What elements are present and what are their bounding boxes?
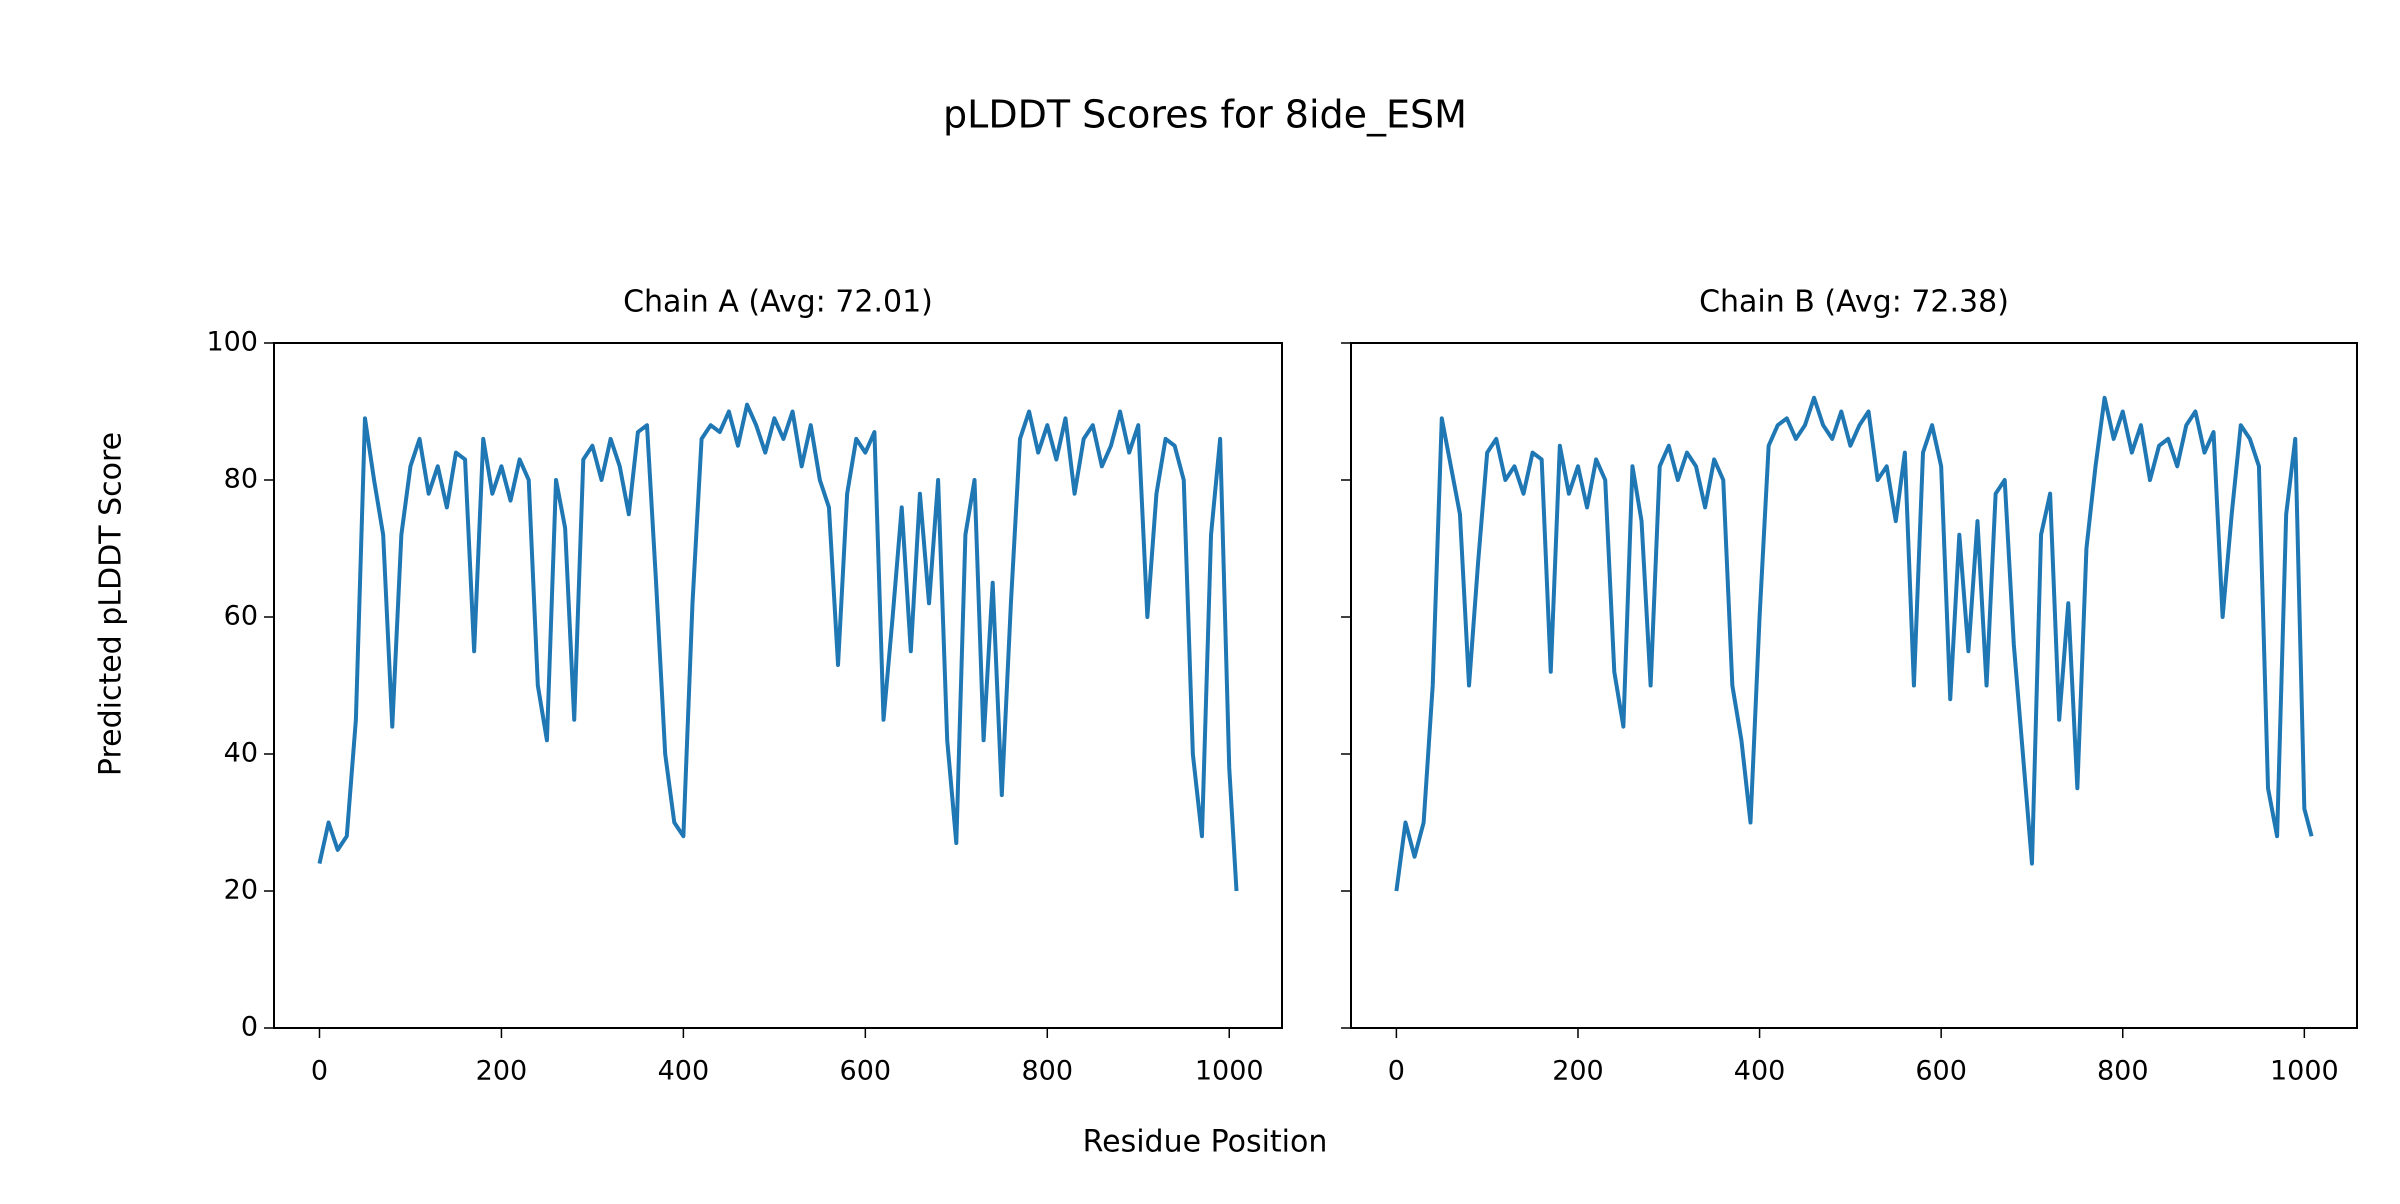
subplot-title: Chain B (Avg: 72.38) [1699,285,2009,320]
y-tick-label: 20 [224,875,258,906]
subplot-title: Chain A (Avg: 72.01) [623,285,933,320]
x-tick-label: 1000 [1195,1056,1264,1087]
x-tick-label: 200 [1552,1056,1604,1087]
y-axis-label: Predicted pLDDT Score [94,432,129,776]
x-tick-label: 200 [476,1056,528,1087]
y-tick-label: 80 [224,464,258,495]
x-tick-label: 600 [1915,1056,1967,1087]
figure-title: pLDDT Scores for 8ide_ESM [943,93,1467,137]
y-tick-label: 60 [224,601,258,632]
y-tick-label: 40 [224,738,258,769]
x-axis-label: Residue Position [1083,1125,1328,1160]
x-tick-label: 1000 [2270,1056,2339,1087]
x-tick-label: 400 [658,1056,710,1087]
axes-frame [273,342,1283,1029]
x-tick-label: 800 [2097,1056,2149,1087]
axes-frame [1350,342,2358,1029]
x-tick-label: 400 [1734,1056,1786,1087]
x-tick-label: 0 [311,1056,328,1087]
y-tick-label: 0 [241,1012,258,1043]
x-tick-label: 600 [840,1056,892,1087]
data-line [1394,395,2314,892]
data-line [317,402,1239,892]
x-tick-label: 800 [1022,1056,1074,1087]
y-tick-label: 100 [206,327,258,358]
x-tick-label: 0 [1388,1056,1405,1087]
